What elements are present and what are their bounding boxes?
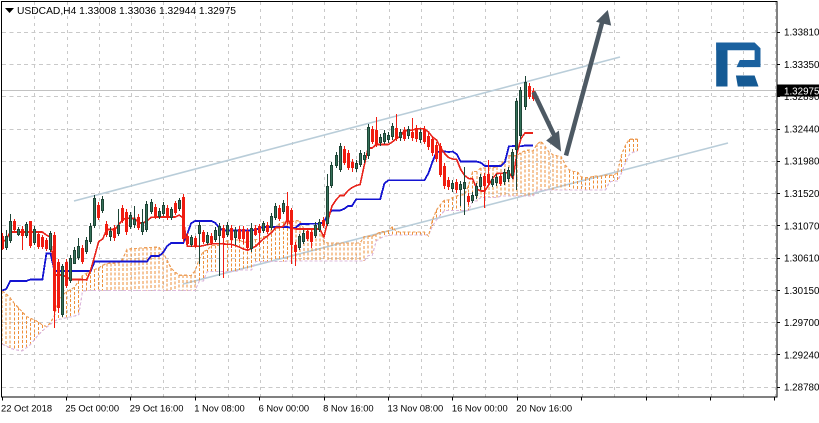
svg-text:1.31070: 1.31070	[784, 221, 819, 232]
svg-text:1.33810: 1.33810	[784, 28, 819, 39]
svg-text:1.29240: 1.29240	[784, 350, 819, 361]
svg-text:25 Oct 00:00: 25 Oct 00:00	[65, 402, 119, 413]
svg-text:6 Nov 00:00: 6 Nov 00:00	[259, 402, 310, 413]
svg-text:20 Nov 16:00: 20 Nov 16:00	[516, 402, 572, 413]
svg-text:USDCAD,H4 1.33008 1.33036 1.3: USDCAD,H4 1.33008 1.33036 1.32944 1.3297…	[17, 6, 236, 17]
svg-text:1.30610: 1.30610	[784, 254, 819, 265]
svg-text:1.28780: 1.28780	[784, 383, 819, 394]
svg-text:1.32975: 1.32975	[784, 87, 819, 98]
svg-text:1.33350: 1.33350	[784, 60, 819, 71]
svg-text:16 Nov 00:00: 16 Nov 00:00	[452, 402, 508, 413]
svg-text:1.30150: 1.30150	[784, 286, 819, 297]
svg-text:1.29700: 1.29700	[784, 318, 819, 329]
svg-text:22 Oct 2018: 22 Oct 2018	[1, 402, 52, 413]
svg-text:8 Nov 16:00: 8 Nov 16:00	[323, 402, 374, 413]
svg-text:13 Nov 08:00: 13 Nov 08:00	[388, 402, 444, 413]
svg-text:29 Oct 16:00: 29 Oct 16:00	[130, 402, 184, 413]
svg-text:1.31520: 1.31520	[784, 189, 819, 200]
svg-text:1.31980: 1.31980	[784, 157, 819, 168]
svg-text:1 Nov 08:00: 1 Nov 08:00	[194, 402, 245, 413]
svg-text:1.32440: 1.32440	[784, 125, 819, 136]
